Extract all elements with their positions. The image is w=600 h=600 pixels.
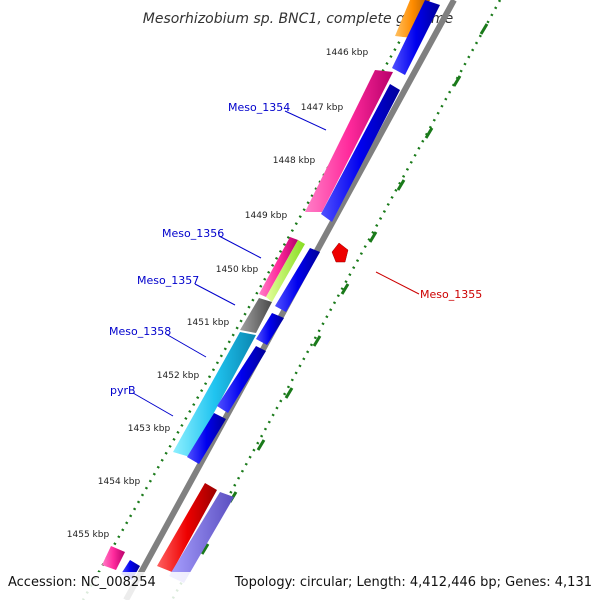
gene-purple[interactable]: [169, 492, 234, 583]
gene-magenta-bottom[interactable]: [102, 546, 125, 570]
tick-label: 1446 kbp: [326, 48, 369, 58]
gene-meso-1355[interactable]: [331, 242, 349, 263]
footer-background: [0, 572, 600, 600]
tick-label: 1454 kbp: [98, 477, 141, 487]
label-meso-1354[interactable]: Meso_1354: [228, 101, 290, 114]
leader-meso-1358: [165, 333, 207, 358]
gene-blue-2[interactable]: [321, 84, 400, 222]
label-meso-1356[interactable]: Meso_1356: [162, 227, 224, 240]
leader-meso-1355: [375, 271, 420, 295]
leader-meso-1357: [194, 283, 236, 306]
topology-text: Topology: circular; Length: 4,412,446 bp…: [234, 575, 592, 590]
tick-label: 1450 kbp: [216, 265, 259, 275]
gene-meso-1354[interactable]: [305, 70, 393, 212]
tick-label: 1451 kbp: [187, 318, 230, 328]
tick-label: 1455 kbp: [67, 530, 110, 540]
tick-label: 1452 kbp: [157, 371, 200, 381]
gene-blue-3[interactable]: [275, 248, 320, 312]
gene-blue-4[interactable]: [256, 313, 284, 345]
label-meso-1358[interactable]: Meso_1358: [109, 325, 171, 338]
scale-dotted-line: [81, 0, 425, 600]
gene-meso-1356-b[interactable]: [266, 240, 305, 302]
tick-label: 1447 kbp: [301, 103, 344, 113]
leader-meso-1356: [218, 235, 262, 259]
gene-meso-1358[interactable]: [173, 332, 256, 457]
accession-text: Accession: NC_008254: [8, 575, 156, 590]
gene-blue-6[interactable]: [187, 413, 226, 464]
label-meso-1357[interactable]: Meso_1357: [137, 274, 199, 287]
genome-title: Mesorhizobium sp. BNC1, complete genome: [143, 11, 454, 27]
gene-meso-1357[interactable]: [240, 298, 272, 333]
tick-label: 1448 kbp: [273, 156, 316, 166]
tick-label: 1453 kbp: [128, 424, 171, 434]
label-meso-1355[interactable]: Meso_1355: [420, 288, 482, 301]
tick-label: 1449 kbp: [245, 211, 288, 221]
label-pyrb[interactable]: pyrB: [110, 384, 136, 397]
gene-meso-1356[interactable]: [259, 237, 298, 297]
gene-blue-1[interactable]: [392, 0, 440, 75]
gene-blue-5[interactable]: [217, 346, 266, 413]
leader-pyrb: [132, 392, 174, 417]
gene-red-reverse[interactable]: [157, 483, 217, 572]
leader-meso-1354: [284, 110, 327, 131]
